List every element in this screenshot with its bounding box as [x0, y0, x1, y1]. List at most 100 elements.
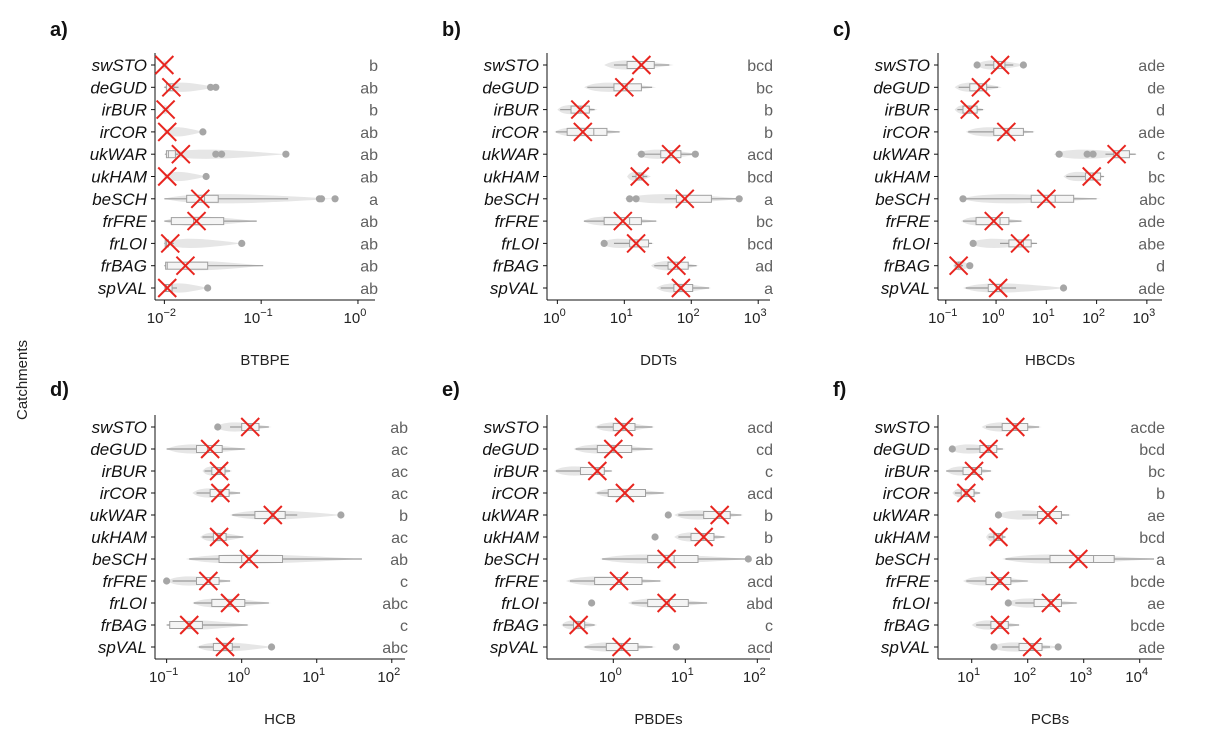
category-label: ukHAM [91, 168, 148, 187]
group-letters: ad [755, 259, 773, 276]
group-letters: abd [746, 596, 773, 613]
group-letters: cd [756, 442, 773, 459]
box [607, 489, 647, 497]
outlier-point [163, 577, 171, 585]
group-letters: ac [391, 486, 408, 503]
mean-marker [656, 593, 677, 613]
box [962, 467, 983, 475]
category-label: frLOI [892, 594, 930, 613]
group-letters: bcd [747, 58, 773, 75]
outlier-point [217, 150, 226, 158]
group-letters: bc [1148, 170, 1165, 187]
mean-marker [200, 439, 220, 459]
group-letters: c [400, 574, 408, 591]
category-label: frLOI [109, 234, 147, 253]
mean-marker [603, 439, 624, 459]
mean-marker [675, 189, 695, 209]
x-tick-label: 103 [744, 307, 767, 327]
group-letters: a [1156, 552, 1165, 569]
x-tick-label: 104 [1125, 666, 1148, 686]
category-label: ukHAM [483, 528, 540, 547]
panel-label: c) [833, 19, 851, 41]
category-label: beSCH [875, 190, 931, 209]
x-tick-label: 101 [610, 307, 633, 327]
mean-marker [1038, 505, 1058, 525]
mean-marker [666, 255, 687, 276]
category-label: irCOR [492, 123, 539, 142]
group-letters: ab [360, 147, 378, 164]
category-label: irBUR [494, 462, 539, 481]
category-label: frFRE [495, 212, 540, 231]
group-letters: ade [1138, 125, 1165, 142]
group-letters: ab [755, 552, 773, 569]
group-letters: b [764, 125, 773, 142]
panel-d: d) 10−1 100 101 102 HCB swSTO ab deGUD ac irBUR ac i… [50, 379, 408, 728]
outlier-point [317, 195, 326, 203]
mean-marker [1005, 417, 1025, 437]
group-letters: ab [360, 214, 378, 231]
box [985, 577, 1012, 585]
box [165, 150, 176, 159]
group-letters: ab [360, 170, 378, 187]
x-axis-label: HBCDs [1025, 352, 1075, 369]
category-label: ukWAR [482, 506, 539, 525]
mean-marker [656, 549, 677, 569]
mean-marker [990, 571, 1010, 591]
group-letters: acd [747, 147, 773, 164]
group-letters: b [369, 103, 378, 120]
mean-marker [209, 461, 229, 481]
category-label: beSCH [92, 550, 148, 569]
category-label: swSTO [484, 56, 539, 75]
mean-marker [613, 211, 633, 231]
box [211, 599, 246, 607]
group-letters: b [369, 58, 378, 75]
group-letters: bc [756, 80, 773, 97]
outlier-point [267, 643, 276, 651]
panel-label: f) [833, 379, 846, 401]
category-label: spVAL [881, 638, 930, 657]
group-letters: bcde [1130, 574, 1165, 591]
category-label: ukWAR [90, 145, 147, 164]
group-letters: de [1147, 80, 1165, 97]
group-letters: abc [382, 596, 408, 613]
outlier-point [1019, 61, 1028, 69]
mean-marker [186, 211, 207, 231]
group-letters: c [765, 618, 773, 635]
outlier-point [626, 195, 634, 203]
x-tick-label: 10−1 [149, 666, 178, 686]
group-letters: bcd [1139, 530, 1165, 547]
outlier-point [588, 599, 596, 607]
panel-c: c) 10−1 100 101 102 103 HBCDs swSTO ade deGUD de ir… [833, 19, 1165, 369]
category-label: irBUR [885, 101, 930, 120]
outlier-point [337, 511, 345, 519]
mean-marker [984, 211, 1004, 231]
category-label: frBAG [101, 257, 147, 276]
box [566, 127, 608, 136]
group-letters: b [399, 508, 408, 525]
group-letters: ab [390, 420, 408, 437]
category-label: irCOR [100, 123, 147, 142]
group-letters: c [1157, 147, 1165, 164]
group-letters: bcd [747, 236, 773, 253]
box [1018, 643, 1043, 651]
mean-marker [198, 571, 219, 591]
category-label: frLOI [501, 594, 539, 613]
group-letters: b [764, 508, 773, 525]
group-letters: b [764, 530, 773, 547]
mean-marker [570, 99, 591, 120]
mean-marker [171, 144, 191, 164]
x-tick-label: 10−1 [928, 307, 957, 327]
panel-label: b) [442, 19, 461, 41]
group-letters: b [1156, 486, 1165, 503]
mean-marker [990, 615, 1010, 635]
group-letters: ac [391, 464, 408, 481]
mean-marker [263, 505, 283, 525]
mean-marker [157, 278, 177, 298]
category-label: ukHAM [91, 528, 148, 547]
outlier-point [199, 128, 207, 136]
group-letters: b [764, 103, 773, 120]
category-label: swSTO [875, 56, 930, 75]
mean-marker [239, 549, 259, 569]
x-axis-label: DDTs [640, 352, 677, 369]
x-axis-label: PCBs [1031, 711, 1069, 728]
